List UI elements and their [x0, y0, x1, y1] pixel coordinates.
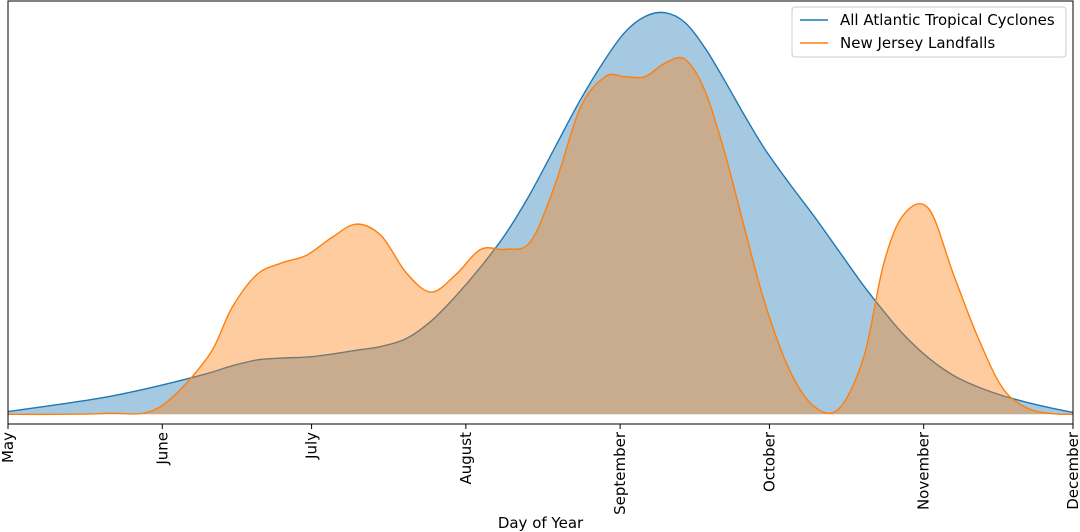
area-new-jersey-landfalls	[8, 57, 1073, 415]
plot-area	[7, 11, 1074, 416]
x-tick-label: November	[915, 431, 933, 510]
x-axis-label: Day of Year	[498, 514, 584, 532]
x-axis-ticks: May June July August September October Novembe…	[0, 424, 1080, 515]
x-tick-label: June	[153, 432, 171, 466]
area-all-atlantic-tropical-cyclones	[8, 12, 1073, 415]
line-new-jersey-landfalls	[7, 56, 1074, 416]
plot-frame	[7, 0, 1074, 425]
x-tick-label: July	[303, 432, 321, 460]
x-tick-label: May	[0, 432, 17, 463]
x-tick-label: December	[1064, 431, 1080, 510]
x-tick-label: October	[760, 431, 778, 492]
legend-box	[791, 6, 1067, 58]
legend-entry-label: New Jersey Landfalls	[840, 34, 995, 52]
legend: All Atlantic Tropical Cyclones New Jersey…	[791, 6, 1067, 58]
x-tick-label: August	[457, 432, 475, 485]
line-all-atlantic-tropical-cyclones	[7, 11, 1074, 414]
legend-entry-label: All Atlantic Tropical Cyclones	[840, 11, 1055, 29]
x-tick-label: September	[611, 431, 629, 515]
